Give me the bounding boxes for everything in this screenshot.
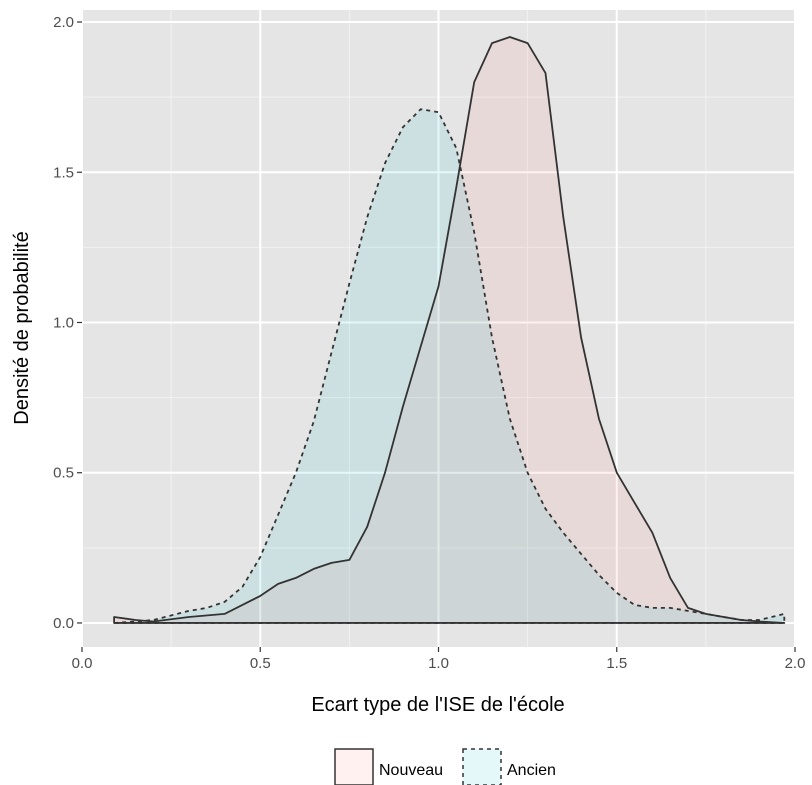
density-area-ancien [114,109,785,623]
y-axis-title: Densité de probabilité [11,231,33,424]
y-tick-label: 1.0 [53,314,74,331]
legend-label-nouveau: Nouveau [379,762,443,779]
x-tick-label: 1.5 [606,655,627,672]
legend-key-nouveau [334,748,374,785]
y-tick-label: 1.5 [53,164,74,181]
y-tick-label: 0.0 [53,615,74,632]
legend: Nouveau Ancien [334,748,556,785]
y-axis: 0.0 0.5 1.0 1.5 2.0 [53,14,82,632]
x-axis: 0.0 0.5 1.0 1.5 2.0 [72,647,806,672]
x-axis-title: Ecart type de l'ISE de l'école [311,694,564,716]
x-tick-label: 2.0 [785,655,806,672]
legend-label-ancien: Ancien [507,762,556,779]
x-tick-label: 0.5 [250,655,271,672]
x-tick-label: 0.0 [72,655,93,672]
y-tick-label: 0.5 [53,465,74,482]
legend-key-ancien [462,748,502,785]
density-line-ancien [113,108,786,624]
series-fills [114,37,785,623]
density-area-nouveau [114,37,785,623]
y-tick-label: 2.0 [53,14,74,31]
x-tick-label: 1.0 [428,655,449,672]
series-lines [113,36,786,624]
